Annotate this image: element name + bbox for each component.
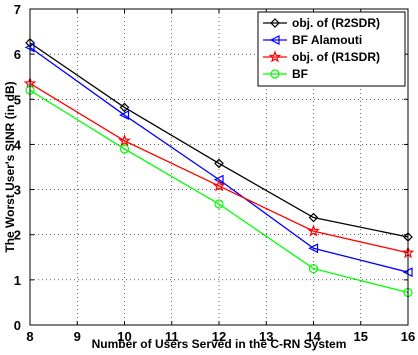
x-tick-label: 11 bbox=[165, 329, 179, 344]
legend-marker bbox=[268, 50, 282, 63]
data-point bbox=[119, 102, 130, 113]
legend-marker bbox=[270, 69, 280, 79]
x-tick-label: 14 bbox=[306, 329, 321, 344]
x-tick-label: 15 bbox=[354, 329, 368, 344]
data-point bbox=[119, 144, 130, 154]
data-point bbox=[308, 263, 319, 274]
y-tick-label: 0 bbox=[14, 318, 21, 333]
series-line bbox=[29, 89, 409, 294]
legend-label: BF Alamouti bbox=[292, 33, 362, 47]
data-point bbox=[307, 224, 320, 237]
data-point bbox=[308, 243, 319, 254]
data-point bbox=[119, 110, 130, 121]
data-point bbox=[212, 179, 226, 192]
y-tick-label: 7 bbox=[14, 2, 21, 17]
y-tick-label: 6 bbox=[14, 47, 21, 62]
series-layer bbox=[23, 38, 415, 298]
y-tick-label: 3 bbox=[14, 183, 21, 198]
x-axis-label: Number of Users Served in the C-RN Syste… bbox=[92, 337, 347, 351]
x-tick-label: 9 bbox=[74, 329, 81, 344]
legend-marker bbox=[269, 35, 280, 45]
x-tick-label: 13 bbox=[259, 329, 273, 344]
data-point bbox=[118, 134, 131, 147]
series-line bbox=[29, 42, 409, 238]
legend-label: BF bbox=[292, 67, 308, 81]
y-tick-label: 2 bbox=[14, 228, 21, 243]
legend-entry: obj. of (R1SDR) bbox=[263, 50, 380, 64]
legend-entry: obj. of (R2SDR) bbox=[263, 16, 380, 30]
legend-entry: BF Alamouti bbox=[263, 33, 362, 47]
data-point bbox=[308, 212, 319, 223]
series-0 bbox=[25, 38, 413, 242]
y-tick-label: 4 bbox=[14, 137, 22, 152]
x-tick-label: 8 bbox=[26, 329, 33, 344]
y-tick-label: 5 bbox=[14, 92, 21, 107]
data-point bbox=[214, 199, 224, 209]
data-point bbox=[214, 158, 224, 169]
series-line bbox=[29, 82, 409, 254]
legend-label: obj. of (R2SDR) bbox=[292, 16, 380, 30]
x-tick-label: 10 bbox=[117, 329, 131, 344]
series-2 bbox=[23, 76, 415, 259]
legend: obj. of (R2SDR) BF Alamouti obj. of (R1SDR… bbox=[257, 11, 406, 87]
x-tick-label: 12 bbox=[212, 329, 226, 344]
legend-marker bbox=[270, 18, 280, 28]
y-axis-label: The Worst User's SINR (in dB) bbox=[3, 81, 17, 252]
legend-entry: BF bbox=[263, 67, 308, 81]
y-tick-label: 1 bbox=[14, 273, 21, 288]
legend-label: obj. of (R1SDR) bbox=[292, 50, 380, 64]
x-tick-label: 16 bbox=[401, 329, 415, 344]
series-3 bbox=[25, 85, 413, 298]
